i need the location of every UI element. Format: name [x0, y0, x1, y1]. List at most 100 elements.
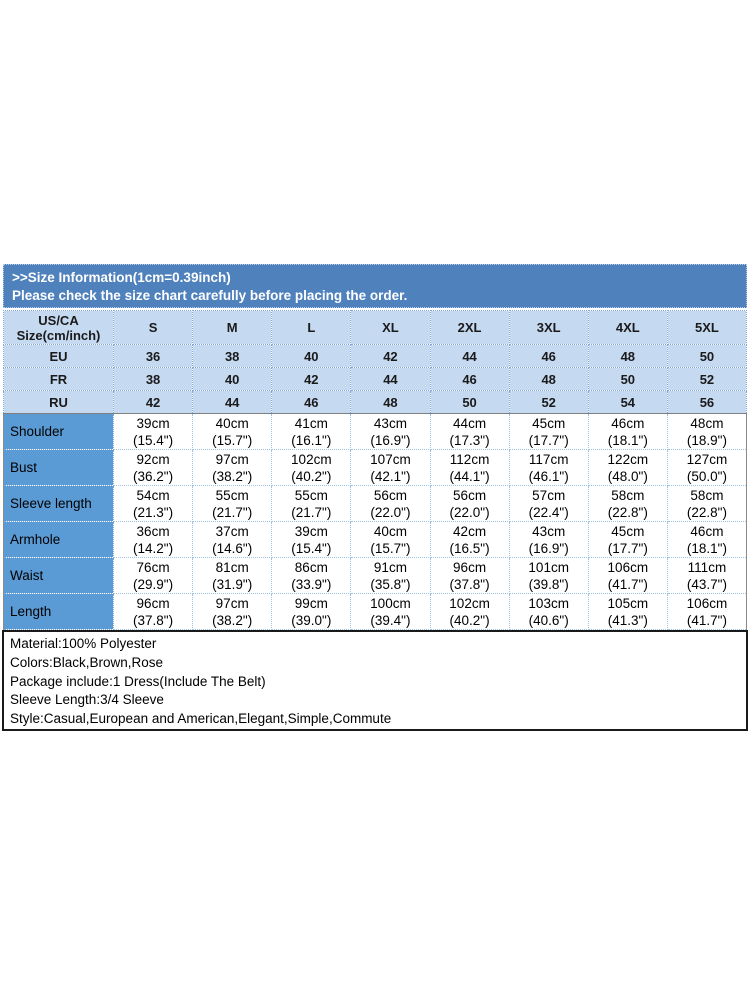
measurement-cell: 45cm (17.7") [508, 413, 589, 450]
measurement-cell: 102cm (40.2") [429, 593, 510, 630]
measurement-cell: 46cm (18.1") [666, 521, 748, 558]
detail-colors: Colors:Black,Brown,Rose [10, 654, 164, 670]
measurement-row-label: Sleeve length [3, 485, 114, 522]
measurement-cell: 37cm (14.6") [192, 521, 273, 558]
measurement-row-label: Bust [3, 449, 114, 486]
measurement-cell: 106cm (41.7") [587, 557, 668, 594]
size-header-5xl: 5XL [666, 310, 748, 345]
measurement-row-label: Armhole [3, 521, 114, 558]
conversion-cell: 52 [666, 367, 748, 391]
measurement-cell: 39cm (15.4") [271, 521, 352, 558]
measurement-cell: 56cm (22.0") [350, 485, 431, 522]
measurement-cell: 96cm (37.8") [429, 557, 510, 594]
conversion-cell: 42 [112, 390, 194, 414]
measurement-cell: 55cm (21.7") [271, 485, 352, 522]
conversion-cell: 44 [192, 390, 273, 414]
measurement-cell: 105cm (41.3") [587, 593, 668, 630]
size-header-4xl: 4XL [587, 310, 668, 345]
measurement-row-length: Length 96cm (37.8") 97cm (38.2") 99cm (3… [3, 593, 748, 630]
conversion-cell: 44 [350, 367, 431, 391]
conversion-cell: 40 [192, 367, 273, 391]
conversion-cell: 42 [350, 344, 431, 368]
conversion-cell: 52 [508, 390, 589, 414]
measurement-cell: 106cm (41.7") [666, 593, 748, 630]
measurement-cell: 36cm (14.2") [112, 521, 194, 558]
measurement-cell: 42cm (16.5") [429, 521, 510, 558]
conversion-row-label: FR [3, 367, 114, 391]
conversion-row-label: RU [3, 390, 114, 414]
measurement-cell: 99cm (39.0") [271, 593, 352, 630]
measurement-cell: 43cm (16.9") [508, 521, 589, 558]
measurement-cell: 39cm (15.4") [112, 413, 194, 450]
size-header-m: M [192, 310, 273, 345]
conversion-cell: 48 [350, 390, 431, 414]
conversion-cell: 50 [666, 344, 748, 368]
size-info-banner: >>Size Information(1cm=0.39inch) Please … [3, 264, 747, 308]
conversion-cell: 38 [112, 367, 194, 391]
measurement-cell: 117cm (46.1") [508, 449, 589, 486]
measurement-cell: 48cm (18.9") [666, 413, 748, 450]
measurement-row-label: Waist [3, 557, 114, 594]
measurement-cell: 40cm (15.7") [350, 521, 431, 558]
conversion-cell: 48 [508, 367, 589, 391]
conversion-row-fr: FR 38 40 42 44 46 48 50 52 [3, 367, 748, 391]
measurement-cell: 96cm (37.8") [112, 593, 194, 630]
conversion-cell: 46 [271, 390, 352, 414]
measurement-cell: 41cm (16.1") [271, 413, 352, 450]
conversion-cell: 38 [192, 344, 273, 368]
measurement-cell: 57cm (22.4") [508, 485, 589, 522]
conversion-cell: 48 [587, 344, 668, 368]
size-header-xl: XL [350, 310, 431, 345]
detail-package-include: Package include:1 Dress(Include The Belt… [10, 673, 266, 689]
measurement-row-label: Length [3, 593, 114, 630]
measurement-cell: 97cm (38.2") [192, 593, 273, 630]
corner-header-cell: US/CA Size(cm/inch) [3, 310, 114, 345]
measurement-cell: 102cm (40.2") [271, 449, 352, 486]
measurement-cell: 76cm (29.9") [112, 557, 194, 594]
detail-sleeve-length: Sleeve Length:3/4 Sleeve [10, 692, 164, 708]
conversion-cell: 44 [429, 344, 510, 368]
measurement-cell: 56cm (22.0") [429, 485, 510, 522]
measurement-cell: 40cm (15.7") [192, 413, 273, 450]
corner-header-line1: US/CA [38, 312, 79, 328]
measurement-cell: 86cm (33.9") [271, 557, 352, 594]
size-info-warning: Please check the size chart carefully be… [12, 288, 408, 303]
measurement-cell: 58cm (22.8") [666, 485, 748, 522]
conversion-row-eu: EU 36 38 40 42 44 46 48 50 [3, 344, 748, 368]
size-chart-table: US/CA Size(cm/inch) S M L XL 2XL 3XL 4XL… [3, 310, 748, 630]
measurement-cell: 54cm (21.3") [112, 485, 194, 522]
measurement-cell: 127cm (50.0") [666, 449, 748, 486]
measurement-row-waist: Waist 76cm (29.9") 81cm (31.9") 86cm (33… [3, 557, 748, 594]
detail-style: Style:Casual,European and American,Elega… [10, 711, 392, 727]
measurement-cell: 103cm (40.6") [508, 593, 589, 630]
size-header-2xl: 2XL [429, 310, 510, 345]
measurement-cell: 111cm (43.7") [666, 557, 748, 594]
detail-material: Material:100% Polyester [10, 636, 157, 651]
measurement-cell: 58cm (22.8") [587, 485, 668, 522]
measurement-row-bust: Bust 92cm (36.2") 97cm (38.2") 102cm (40… [3, 449, 748, 486]
measurement-row-armhole: Armhole 36cm (14.2") 37cm (14.6") 39cm (… [3, 521, 748, 558]
measurement-cell: 107cm (42.1") [350, 449, 431, 486]
conversion-cell: 40 [271, 344, 352, 368]
conversion-cell: 42 [271, 367, 352, 391]
measurement-row-shoulder: Shoulder 39cm (15.4") 40cm (15.7") 41cm … [3, 413, 748, 450]
size-header-s: S [112, 310, 194, 345]
size-header-3xl: 3XL [508, 310, 589, 345]
measurement-cell: 122cm (48.0") [587, 449, 668, 486]
conversion-row-ru: RU 42 44 46 48 50 52 54 56 [3, 390, 748, 414]
measurement-cell: 44cm (17.3") [429, 413, 510, 450]
measurement-cell: 45cm (17.7") [587, 521, 668, 558]
measurement-row-sleeve-length: Sleeve length 54cm (21.3") 55cm (21.7") … [3, 485, 748, 522]
measurement-cell: 91cm (35.8") [350, 557, 431, 594]
top-whitespace [0, 0, 750, 264]
corner-header-line2: Size(cm/inch) [16, 327, 101, 343]
measurement-cell: 81cm (31.9") [192, 557, 273, 594]
conversion-cell: 50 [587, 367, 668, 391]
measurement-cell: 100cm (39.4") [350, 593, 431, 630]
measurement-cell: 97cm (38.2") [192, 449, 273, 486]
conversion-cell: 46 [508, 344, 589, 368]
size-header-l: L [271, 310, 352, 345]
conversion-cell: 36 [112, 344, 194, 368]
conversion-cell: 50 [429, 390, 510, 414]
